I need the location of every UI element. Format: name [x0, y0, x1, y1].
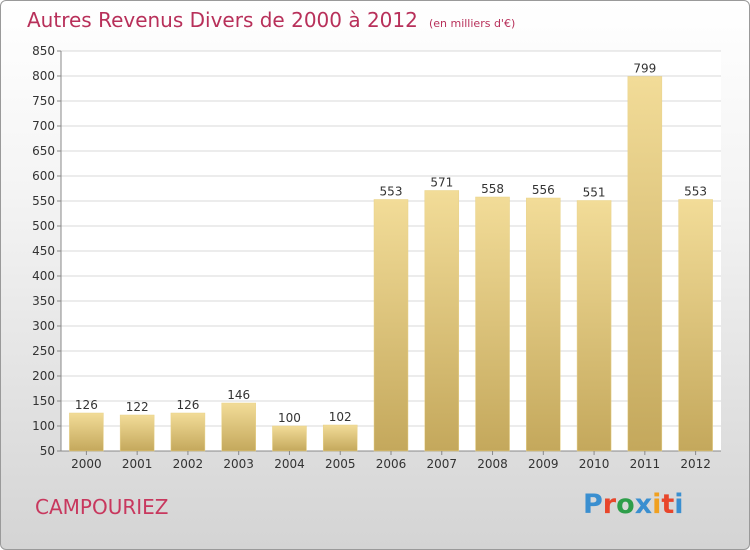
y-tick-label: 450: [32, 244, 55, 258]
bar: [475, 196, 510, 452]
x-tick-label: 2003: [223, 457, 254, 471]
bar: [272, 425, 307, 452]
data-label: 571: [430, 176, 453, 190]
chart-title: Autres Revenus Divers de 2000 à 2012: [27, 8, 418, 32]
title-row: Autres Revenus Divers de 2000 à 2012 (en…: [27, 8, 515, 32]
bar: [221, 402, 256, 452]
data-label: 553: [380, 185, 403, 199]
logo-letter: P: [583, 489, 603, 520]
y-tick-label: 700: [32, 119, 55, 133]
bar: [170, 412, 206, 452]
data-label: 126: [75, 398, 98, 412]
y-tick-label: 100: [32, 419, 55, 433]
y-tick-label: 350: [32, 294, 55, 308]
logo-letter: i: [674, 489, 684, 520]
y-tick-label: 800: [32, 69, 55, 83]
x-tick-label: 2006: [376, 457, 407, 471]
bar: [627, 76, 663, 452]
x-tick-label: 2011: [630, 457, 661, 471]
x-tick-label: 2007: [426, 457, 457, 471]
data-label: 146: [227, 388, 250, 402]
data-label: 551: [583, 186, 606, 200]
chart-subtitle: (en milliers d'€): [428, 17, 516, 30]
logo-letter: t: [661, 489, 675, 520]
x-tick-label: 2000: [71, 457, 102, 471]
bar: [678, 199, 713, 452]
y-tick-label: 250: [32, 344, 55, 358]
x-tick-label: 2002: [173, 457, 204, 471]
x-tick-label: 2009: [528, 457, 559, 471]
data-label: 558: [481, 182, 504, 196]
x-tick-label: 2005: [325, 457, 356, 471]
x-tick-label: 2010: [579, 457, 610, 471]
proxiti-logo: Proxiti: [583, 489, 684, 520]
y-tick-label: 750: [32, 94, 55, 108]
data-label: 556: [532, 183, 555, 197]
y-tick-label: 200: [32, 369, 55, 383]
logo-letter: o: [616, 489, 635, 520]
y-tick-label: 500: [32, 219, 55, 233]
data-label: 126: [176, 398, 199, 412]
y-tick-label: 650: [32, 144, 55, 158]
data-label: 553: [684, 185, 707, 199]
logo-letter: i: [652, 489, 662, 520]
y-tick-label: 400: [32, 269, 55, 283]
y-tick-label: 550: [32, 194, 55, 208]
bar: [69, 412, 104, 452]
bar: [322, 424, 358, 452]
commune-name: CAMPOURIEZ: [35, 495, 169, 519]
data-label: 122: [126, 400, 149, 414]
x-tick-label: 2008: [477, 457, 508, 471]
data-label: 799: [633, 62, 656, 76]
x-tick-label: 2004: [274, 457, 305, 471]
logo-letter: x: [634, 489, 653, 520]
y-tick-label: 50: [40, 444, 55, 458]
bar: [526, 197, 561, 452]
x-tick-label: 2001: [122, 457, 153, 471]
data-label: 100: [278, 411, 301, 425]
bar: [373, 199, 409, 452]
y-tick-label: 600: [32, 169, 55, 183]
y-tick-label: 300: [32, 319, 55, 333]
y-tick-label: 850: [32, 44, 55, 58]
logo-letter: r: [602, 489, 617, 520]
data-label: 102: [329, 410, 352, 424]
bar: [119, 414, 155, 452]
y-tick-label: 150: [32, 394, 55, 408]
bar: [576, 200, 612, 452]
bar: [424, 190, 460, 452]
x-tick-label: 2012: [680, 457, 711, 471]
